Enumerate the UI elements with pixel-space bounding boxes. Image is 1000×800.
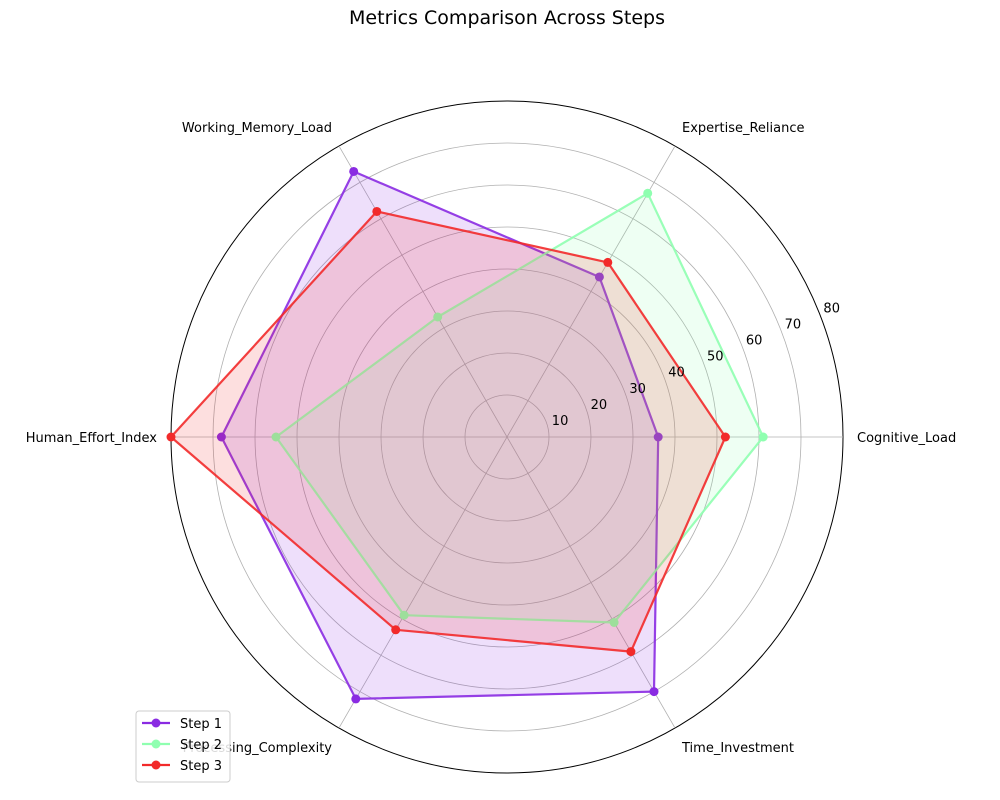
legend-label: Step 2 [180,738,222,753]
radial-tick-label: 60 [746,334,763,349]
radial-tick-label: 40 [668,366,685,381]
data-point-step-1 [216,432,226,442]
data-point-step-1 [351,694,361,704]
radial-tick-label: 80 [823,301,840,316]
data-point-step-2 [433,312,443,322]
radial-tick-label: 20 [591,398,608,413]
data-point-step-2 [643,188,653,198]
data-point-step-2 [271,432,281,442]
data-point-step-1 [594,272,604,282]
series-fill-step-3 [171,211,726,652]
series-fill-step-2 [276,193,764,623]
radial-tick-label: 30 [629,382,646,397]
data-point-step-3 [626,647,636,657]
legend-label: Step 1 [180,717,222,732]
data-point-step-3 [720,432,730,442]
series-fill-step-1 [221,171,659,699]
axis-label: Time_Investment [681,741,794,756]
axis-label: Cognitive_Load [857,431,956,446]
legend-label: Step 3 [180,759,222,774]
data-point-step-3 [372,206,382,216]
axis-label: Working_Memory_Load [182,121,332,136]
data-point-step-1 [349,166,359,176]
grid-spoke [338,436,508,729]
legend: Step 1 Step 2 Step 3 [135,710,231,783]
data-point-step-3 [603,257,613,267]
radial-tick-label: 70 [785,317,802,332]
data-point-step-2 [758,432,768,442]
radial-tick-label: 10 [552,414,569,429]
legend-marker [151,718,161,728]
grid-spoke [506,436,676,729]
legend-marker [151,739,161,749]
radar-series [166,166,768,704]
data-point-step-3 [166,432,176,442]
grid-spoke [338,145,508,438]
data-point-step-1 [649,687,659,697]
legend-marker [151,760,161,770]
data-point-step-1 [653,432,663,442]
data-point-step-2 [399,610,409,620]
axis-label: Expertise_Reliance [682,121,805,136]
chart-title: Metrics Comparison Across Steps [349,7,665,29]
radar-labels: 10 20 30 40 50 60 70 80 Cognitive_Load Expertise_… [26,121,956,756]
data-point-step-2 [609,618,619,628]
axis-label: Human_Effort_Index [26,431,158,446]
radial-tick-label: 50 [707,350,724,365]
data-point-step-3 [391,625,401,635]
